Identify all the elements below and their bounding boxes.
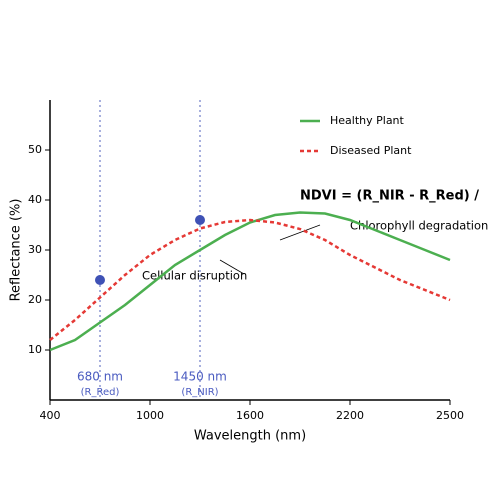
y-tick-label: 40 [28, 193, 42, 206]
marker-label: 1450 nm [173, 370, 227, 384]
y-tick-label: 20 [28, 293, 42, 306]
formula: NDVI = (R_NIR - R_Red) / [300, 189, 479, 204]
legend-label: Diseased Plant [330, 144, 412, 157]
y-axis-label: Reflectance (%) [9, 199, 24, 302]
annotation-arrow [279, 224, 321, 241]
series-line [49, 218, 451, 341]
marker-sublabel: (R_Red) [81, 387, 120, 398]
series-line [49, 211, 451, 352]
annotation: Chlorophyll degradation [350, 219, 488, 233]
point [95, 275, 105, 285]
x-axis-label: Wavelength (nm) [194, 429, 306, 444]
y-tick-label: 10 [28, 343, 42, 356]
annotation: Cellular disruption [142, 269, 247, 283]
marker-sublabel: (R_NIR) [181, 387, 218, 398]
marker-label: 680 nm [77, 370, 123, 384]
annotation-arrow [219, 259, 245, 275]
y-tick-label: 50 [28, 143, 42, 156]
x-tick-label: 2500 [436, 409, 464, 422]
point [195, 215, 205, 225]
x-tick-label: 400 [40, 409, 61, 422]
x-tick-label: 2200 [336, 409, 364, 422]
x-tick-label: 1000 [136, 409, 164, 422]
x-tick-label: 1600 [236, 409, 264, 422]
y-tick-label: 30 [28, 243, 42, 256]
legend-label: Healthy Plant [330, 114, 405, 127]
